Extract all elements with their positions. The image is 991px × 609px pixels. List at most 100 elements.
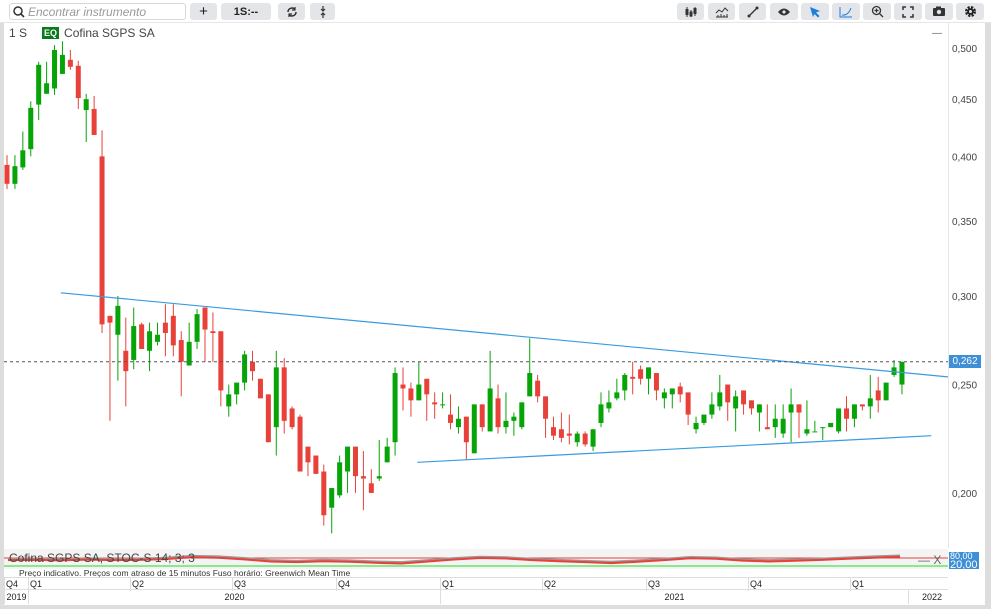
chart-type-button[interactable] [677, 3, 704, 20]
candle-down [313, 455, 319, 474]
autoscale-button[interactable] [310, 3, 335, 20]
delay-notice: Preço indicativo. Preços com atraso de 1… [19, 568, 351, 578]
candle-down [4, 155, 10, 189]
minimize-button[interactable]: — [932, 28, 942, 39]
candle-up [511, 412, 517, 436]
candle-down [725, 384, 731, 421]
candle-up [376, 440, 382, 481]
candle-up [867, 374, 873, 419]
candle-body [677, 386, 683, 395]
year-label: 2022 [908, 590, 948, 604]
candle-down [202, 307, 208, 362]
candle-down [543, 396, 549, 438]
candle-body [566, 433, 572, 436]
candle-body [535, 380, 541, 397]
candle-body [376, 476, 382, 479]
candle-down [210, 312, 216, 362]
year-label: 2021 [440, 590, 908, 604]
search-box[interactable] [9, 3, 186, 20]
candle-body [851, 404, 857, 419]
candle-body [210, 331, 216, 334]
candle-down [289, 406, 295, 430]
candle-body [638, 369, 644, 379]
cursor-icon [810, 6, 820, 17]
candle-body [67, 59, 73, 67]
candle-up [772, 404, 778, 438]
candle-body [614, 392, 620, 399]
candle-up [487, 350, 493, 432]
candle-up [329, 488, 335, 534]
candle-down [139, 322, 145, 349]
candle-body [503, 420, 509, 428]
candle-up [337, 455, 343, 498]
candle-down [875, 376, 881, 413]
candle-body [115, 305, 121, 335]
draw-line-button[interactable] [739, 3, 766, 20]
refresh-button[interactable] [278, 3, 305, 20]
curve-icon [839, 6, 852, 17]
quarter-label: Q1 [440, 578, 542, 591]
candle-up [646, 367, 652, 395]
quarter-label: Q3 [232, 578, 336, 591]
trendline[interactable] [417, 435, 932, 463]
candle-body [828, 422, 834, 428]
year-label: 2019 [4, 590, 28, 604]
curve-button[interactable] [832, 3, 860, 20]
time-axis[interactable]: Q4 Q1 Q2 Q3 Q4 Q1 Q2 Q3 Q4 Q1 2019 2020 2021 2022 [4, 577, 948, 605]
interval-label: 1S:-- [233, 5, 259, 18]
cursor-button[interactable] [801, 3, 829, 20]
candle-up [392, 367, 398, 456]
candle-down [424, 378, 430, 421]
interval-button[interactable]: 1S:-- [221, 3, 271, 20]
zoom-button[interactable] [863, 3, 891, 20]
candle-down [250, 350, 256, 381]
candle-body [875, 390, 881, 401]
candle-body [234, 382, 240, 395]
candle-down [582, 431, 588, 447]
candle-up [606, 390, 612, 413]
candle-up [12, 155, 18, 189]
scrollbar[interactable] [985, 23, 991, 609]
candle-body [360, 476, 366, 479]
candle-body [12, 166, 18, 184]
candle-body [202, 307, 208, 330]
candle-down [558, 412, 564, 443]
candle-body [859, 404, 865, 407]
candle-body [273, 367, 279, 428]
stoch-controls[interactable]: — X [918, 553, 942, 567]
screenshot-button[interactable] [925, 3, 953, 20]
fullscreen-button[interactable] [894, 3, 922, 20]
instrument-name: Cofina SGPS SA [64, 26, 155, 40]
add-button[interactable]: + [190, 3, 217, 20]
candle-body [836, 408, 842, 432]
search-input[interactable] [28, 4, 178, 19]
candle-down [630, 361, 636, 395]
candle-up [440, 392, 446, 409]
candle-body [154, 334, 160, 342]
settings-button[interactable] [956, 3, 984, 20]
trendline[interactable] [60, 292, 948, 378]
candle-body [59, 54, 65, 74]
candle-body [297, 416, 303, 472]
visibility-button[interactable] [770, 3, 798, 20]
candle-up [820, 427, 826, 441]
candle-body [313, 455, 319, 474]
candle-up [883, 382, 889, 401]
candle-body [455, 418, 461, 428]
candle-body [400, 384, 406, 389]
candle-down [400, 367, 406, 411]
candle-body [52, 49, 58, 89]
candle-up [780, 404, 786, 438]
candle-body [558, 429, 564, 438]
indicators-button[interactable] [708, 3, 735, 20]
candle-up [52, 45, 58, 95]
candle-body [883, 382, 889, 401]
candle-down [495, 384, 501, 434]
candle-body [36, 64, 42, 105]
candle-body [131, 326, 137, 360]
candle-up [788, 388, 794, 443]
candle-body [345, 446, 351, 472]
candle-down [479, 404, 485, 432]
y-tick-label: 0,200 [952, 489, 977, 500]
